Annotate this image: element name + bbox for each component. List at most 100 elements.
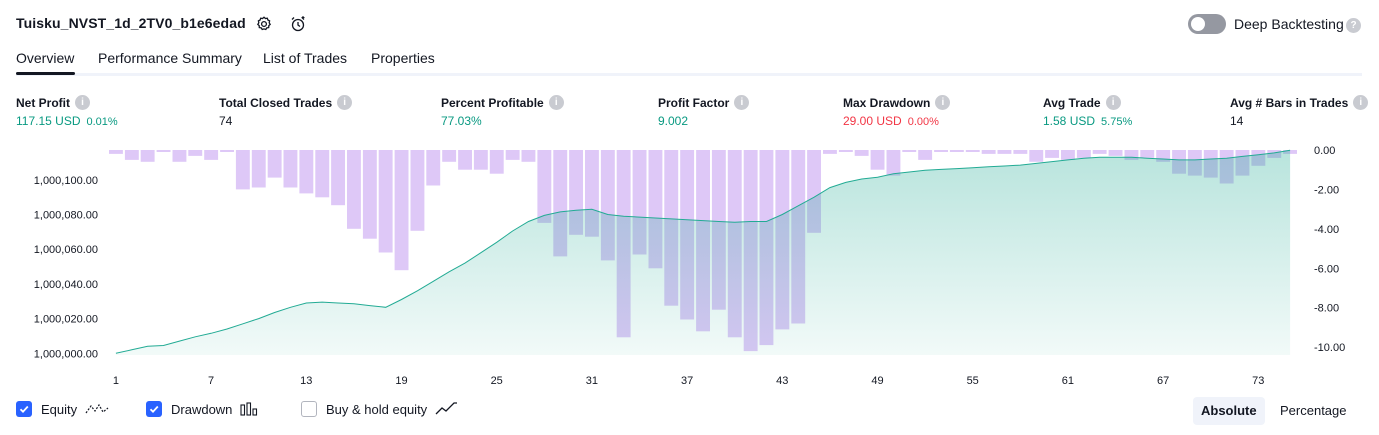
info-icon[interactable]: i — [548, 95, 564, 110]
drawdown-bar — [331, 150, 345, 206]
tabs-divider — [16, 73, 1362, 76]
x-axis: 1 7 13 19 25 31 37 43 49 55 61 67 73 — [113, 375, 1265, 387]
drawdown-bar — [172, 150, 187, 162]
x-axis-tick-label: 31 — [586, 375, 598, 387]
left-axis-tick-label: 1,000,080.00 — [34, 210, 98, 222]
x-axis-tick-label: 49 — [871, 375, 883, 387]
info-icon[interactable]: i — [1353, 95, 1369, 110]
x-axis-tick-label: 43 — [776, 375, 788, 387]
drawdown-bar — [426, 150, 441, 186]
drawdown-bar — [140, 150, 155, 162]
legend-drawdown[interactable]: Drawdown — [146, 401, 258, 417]
x-axis-tick-label: 61 — [1062, 375, 1074, 387]
drawdown-bar — [1029, 150, 1044, 162]
metric-percent-profitable-value: 77.03% — [441, 114, 482, 128]
drawdown-bar — [1124, 150, 1139, 160]
drawdown-bar — [124, 150, 139, 160]
help-icon[interactable]: ? — [1346, 18, 1361, 33]
drawdown-bar — [347, 150, 361, 229]
drawdown-bar — [109, 150, 123, 154]
percentage-button[interactable]: Percentage — [1280, 403, 1347, 418]
equity-drawdown-chart[interactable]: 1,000,000.00 1,000,020.00 1,000,040.00 1,00… — [0, 140, 1379, 390]
buyhold-label: Buy & hold equity — [326, 401, 428, 417]
right-axis-tick-label: -2.00 — [1314, 184, 1339, 196]
drawdown-bar — [1061, 150, 1075, 160]
drawdown-bar — [188, 150, 203, 156]
drawdown-bar — [886, 150, 901, 176]
x-axis-tick-label: 37 — [681, 375, 693, 387]
drawdown-bar — [1092, 150, 1107, 154]
drawdown-bar — [823, 150, 837, 154]
drawdown-bar — [204, 150, 219, 160]
metric-net-profit-label: Net Profit i — [16, 95, 90, 110]
drawdown-bar — [902, 150, 917, 152]
drawdown-bar — [394, 150, 409, 271]
deep-backtesting-label: Deep Backtesting — [1234, 16, 1344, 32]
equity-line-icon — [85, 402, 109, 416]
left-axis-tick-label: 1,000,020.00 — [34, 314, 98, 326]
info-icon[interactable]: i — [734, 95, 750, 110]
drawdown-bar — [235, 150, 250, 190]
tab-properties[interactable]: Properties — [371, 50, 435, 66]
toggle-knob — [1191, 17, 1205, 31]
x-axis-tick-label: 19 — [395, 375, 407, 387]
info-icon[interactable]: i — [935, 95, 951, 110]
drawdown-bar — [949, 150, 964, 152]
tab-list-of-trades[interactable]: List of Trades — [263, 50, 348, 66]
tab-overview[interactable]: Overview — [16, 50, 75, 66]
drawdown-bars-icon — [240, 402, 258, 416]
active-tab-indicator — [16, 72, 75, 75]
metric-profit-factor-value: 9.002 — [658, 114, 689, 128]
absolute-button[interactable]: Absolute — [1193, 397, 1265, 425]
equity-label: Equity — [41, 401, 78, 417]
right-axis-tick-label: 0.00 — [1314, 145, 1335, 157]
right-axis: 0.00 -2.00 -4.00 -6.00 -8.00 -10.00 — [1314, 145, 1345, 354]
strategy-title: Tuisku_NVST_1d_2TV0_b1e6edad — [16, 15, 246, 31]
x-axis-tick-label: 7 — [208, 375, 214, 387]
metric-avg-trade-label: Avg Trade i — [1043, 95, 1121, 110]
alarm-clock-icon[interactable] — [288, 14, 308, 34]
drawdown-bar — [267, 150, 282, 178]
metric-avg-trade-value: 1.58 USD 5.75% — [1043, 114, 1133, 128]
drawdown-bar — [378, 150, 393, 253]
metric-total-closed-trades-label: Total Closed Trades i — [219, 95, 353, 110]
drawdown-bar — [251, 150, 266, 188]
metric-avg-bars-label: Avg # Bars in Trades i — [1230, 95, 1369, 110]
info-icon[interactable]: i — [1105, 95, 1121, 110]
drawdown-label: Drawdown — [171, 401, 233, 417]
deep-backtesting-toggle[interactable] — [1188, 14, 1226, 34]
drawdown-bar — [1045, 150, 1059, 158]
metric-total-closed-trades-value: 74 — [219, 114, 233, 128]
drawdown-bar — [1076, 150, 1091, 158]
equity-checkbox[interactable] — [16, 401, 32, 417]
metric-profit-factor-label: Profit Factor i — [658, 95, 750, 110]
info-icon[interactable]: i — [337, 95, 353, 110]
drawdown-bar — [458, 150, 472, 170]
metric-max-drawdown-label: Max Drawdown i — [843, 95, 951, 110]
metric-max-drawdown-value: 29.00 USD 0.00% — [843, 114, 939, 128]
drawdown-bar — [489, 150, 504, 174]
info-icon[interactable]: i — [75, 95, 90, 110]
legend-buy-hold[interactable]: Buy & hold equity — [301, 401, 459, 417]
drawdown-bar — [1140, 150, 1155, 158]
drawdown-bar — [505, 150, 520, 160]
buyhold-line-icon — [435, 402, 459, 416]
drawdown-bar — [220, 150, 234, 152]
drawdown-bar — [410, 150, 425, 231]
x-axis-tick-label: 13 — [300, 375, 312, 387]
drawdown-bar — [981, 150, 996, 154]
drawdown-bar — [299, 150, 314, 194]
drawdown-checkbox[interactable] — [146, 401, 162, 417]
drawdown-bar — [521, 150, 536, 162]
drawdown-bar — [473, 150, 488, 170]
right-axis-tick-label: -6.00 — [1314, 263, 1339, 275]
tab-performance-summary[interactable]: Performance Summary — [98, 50, 242, 66]
buyhold-checkbox[interactable] — [301, 401, 317, 417]
drawdown-bar — [362, 150, 377, 239]
drawdown-bar — [283, 150, 298, 188]
drawdown-bar — [1108, 150, 1123, 156]
drawdown-bar — [442, 150, 457, 162]
legend-equity[interactable]: Equity — [16, 401, 109, 417]
settings-icon[interactable] — [254, 14, 274, 34]
x-axis-tick-label: 67 — [1157, 375, 1169, 387]
